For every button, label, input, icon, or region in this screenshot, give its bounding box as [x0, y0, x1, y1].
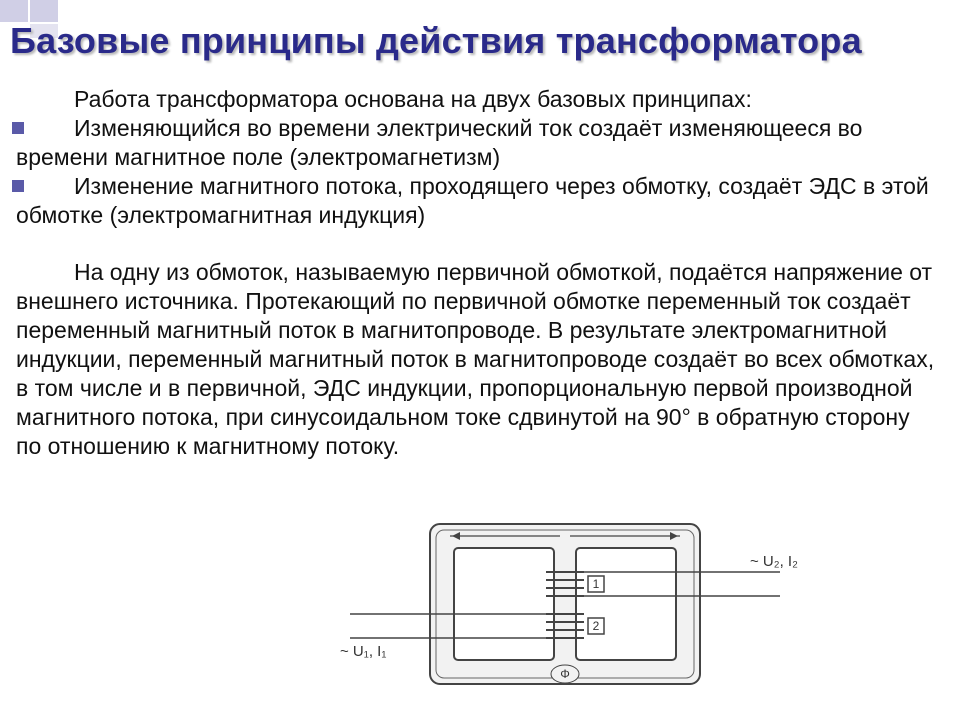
- bullet-text: Изменение магнитного потока, проходящего…: [16, 172, 938, 230]
- flux-label: Φ: [560, 667, 570, 681]
- intro-line: Работа трансформатора основана на двух б…: [16, 85, 938, 114]
- bullet-item: Изменяющийся во времени электрический то…: [16, 114, 938, 172]
- slide-body: Работа трансформатора основана на двух б…: [16, 85, 938, 461]
- bullet-item: Изменение магнитного потока, проходящего…: [16, 172, 938, 230]
- slide-title: Базовые принципы действия трансформатора: [10, 20, 950, 62]
- right-terminal-label: ~ U₂, I₂: [750, 553, 798, 570]
- square-bullet-icon: [12, 122, 24, 134]
- transformer-diagram: Φ 1 2 ~ U₂, I₂ ~ U₁, I₁: [320, 514, 820, 704]
- bullet-text: Изменяющийся во времени электрический то…: [16, 114, 938, 172]
- svg-text:2: 2: [593, 619, 600, 633]
- svg-text:1: 1: [593, 577, 600, 591]
- left-terminal-label: ~ U₁, I₁: [340, 643, 386, 660]
- square-bullet-icon: [12, 180, 24, 192]
- body-paragraph: На одну из обмоток, называемую первичной…: [16, 258, 938, 461]
- decorative-corner: [0, 0, 80, 22]
